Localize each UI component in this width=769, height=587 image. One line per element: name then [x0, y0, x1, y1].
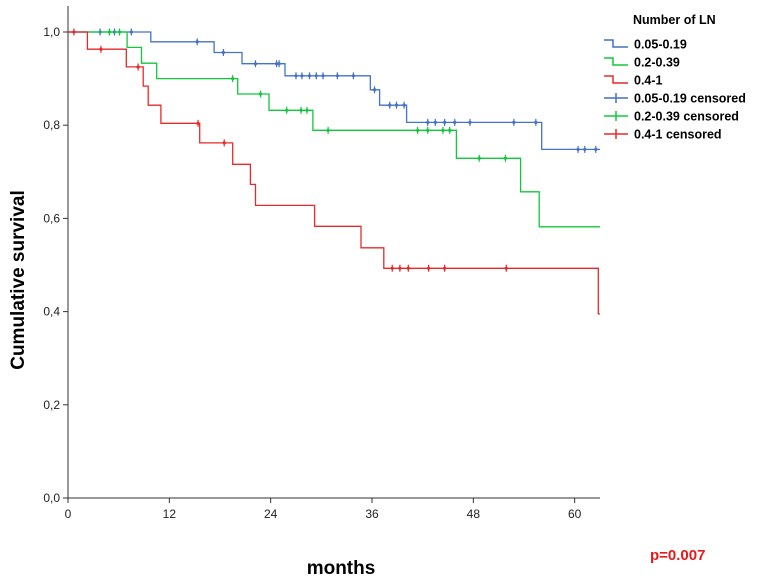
censor-dot [503, 156, 508, 160]
censor-dot [305, 108, 309, 112]
legend-label: 0.2-0.39 censored [634, 110, 739, 124]
censor-dot [398, 266, 402, 270]
censor-dot [231, 77, 235, 81]
legend-label: 0.2-0.39 [634, 56, 680, 70]
series-group [68, 28, 600, 228]
censor-dot [300, 74, 304, 78]
censor-dot [576, 147, 580, 152]
censor-dot [426, 120, 430, 125]
y-tick-label: 0,4 [43, 305, 60, 319]
legend-line-swatch [604, 39, 628, 48]
censor-dot [504, 266, 508, 270]
censor-dot [294, 74, 298, 78]
censor-dot [221, 50, 225, 55]
series-group [68, 28, 600, 315]
censor-dot [433, 120, 437, 125]
censor-dot [453, 120, 457, 125]
x-tick-label: 12 [163, 507, 177, 521]
x-tick-label: 60 [568, 507, 582, 521]
y-axis-title: Cumulative survival [8, 190, 29, 370]
legend-label: 0.4-1 censored [634, 128, 722, 142]
censor-dot [326, 128, 330, 132]
series-group [68, 28, 600, 153]
y-tick-label: 0,0 [43, 491, 60, 505]
censor-dot [468, 120, 472, 125]
y-tick-label: 0,6 [43, 211, 60, 225]
censor-dot [426, 266, 431, 270]
censor-dot [512, 120, 516, 125]
survival-curve [68, 31, 600, 228]
censor-dot [351, 74, 356, 78]
censor-dot [285, 108, 289, 112]
censor-dot [195, 40, 199, 44]
censor-dot [594, 147, 598, 152]
censor-dot [416, 128, 420, 132]
censor-dot [394, 103, 399, 107]
censor-dot [307, 74, 312, 78]
legend-label: 0.05-0.19 [634, 38, 687, 52]
censor-dot [274, 62, 279, 66]
y-tick-label: 0,8 [43, 118, 60, 132]
censor-dot [277, 62, 281, 66]
censor-dot [390, 266, 394, 270]
legend-line-swatch [604, 57, 628, 66]
censor-dot [477, 156, 481, 160]
censor-dot [321, 74, 325, 78]
y-tick-label: 1,0 [43, 25, 60, 39]
x-tick-label: 36 [365, 507, 379, 521]
x-tick-label: 48 [467, 507, 481, 521]
censor-dot [583, 147, 587, 152]
x-tick-label: 0 [65, 507, 72, 521]
x-tick-label: 24 [264, 507, 278, 521]
censor-dot [402, 103, 406, 107]
censor-dot [443, 120, 447, 125]
legend-title: Number of LN [633, 13, 716, 27]
y-tick-label: 0,2 [43, 398, 60, 412]
x-axis-title: months [307, 558, 376, 579]
censor-dot [72, 30, 76, 34]
censor-dot [448, 128, 452, 132]
censor-dot [388, 103, 392, 107]
censor-dot [258, 92, 263, 96]
legend-item: 0.05-0.19 censored [604, 92, 746, 106]
censor-dot [372, 88, 377, 92]
legend-item: 0.05-0.19 [604, 38, 687, 52]
p-value-annotation: p=0.007 [650, 547, 705, 564]
censor-dot [534, 120, 538, 125]
censor-dot [426, 128, 430, 132]
censor-dot [253, 62, 258, 66]
censor-dot [117, 30, 122, 34]
censor-dot [314, 74, 318, 78]
censor-dot [129, 30, 133, 34]
legend-item: 0.4-1 censored [604, 128, 722, 142]
censor-dot [196, 121, 200, 125]
censor-dot [99, 47, 103, 51]
legend-label: 0.4-1 [634, 74, 663, 88]
censor-dot [443, 266, 447, 270]
legend-label: 0.05-0.19 censored [634, 92, 746, 106]
censor-dot [441, 128, 445, 132]
censor-dot [299, 108, 303, 112]
censor-dot [107, 30, 111, 34]
censor-dot [335, 74, 339, 78]
legend-line-swatch [604, 75, 628, 84]
censor-dot [222, 141, 226, 145]
survival-curve [68, 31, 600, 315]
censor-dot [406, 266, 410, 270]
legend-item: 0.2-0.39 censored [604, 110, 739, 124]
legend-item: 0.4-1 [604, 74, 663, 88]
censor-dot [136, 65, 140, 69]
legend-item: 0.2-0.39 [604, 56, 680, 70]
